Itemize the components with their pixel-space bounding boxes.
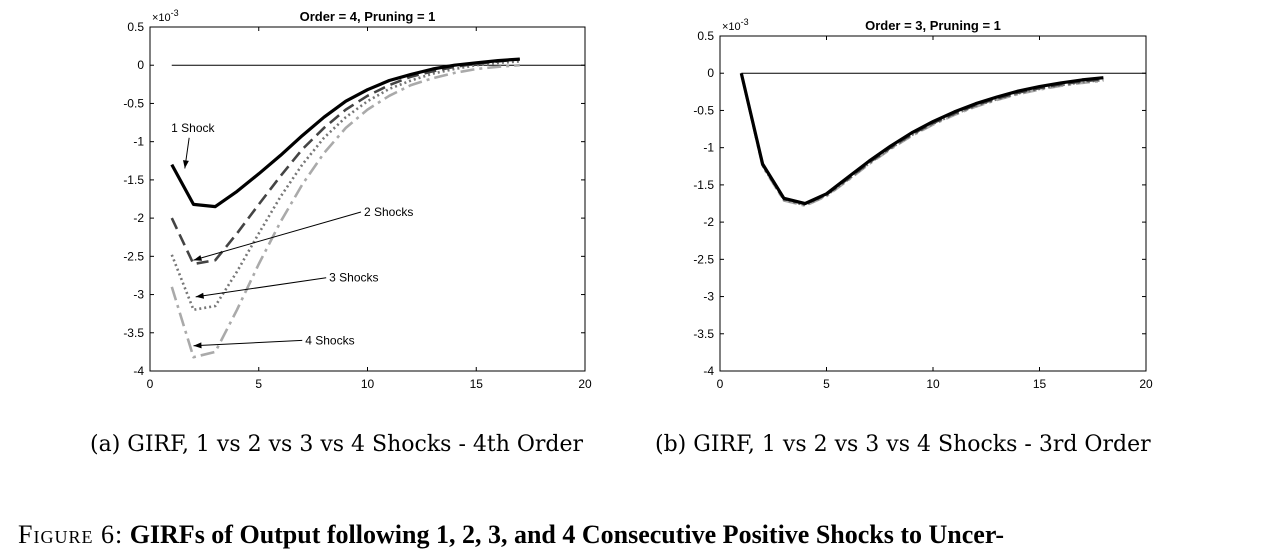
subfigure-caption-a: (a) GIRF, 1 vs 2 vs 3 vs 4 Shocks - 4th …	[90, 432, 584, 457]
chart-a-annotation-arrow	[193, 339, 303, 347]
chart-b-ytick-label: -3	[703, 290, 714, 304]
chart-b-ytick-label: 0.5	[697, 29, 714, 43]
chart-a-ytick-label: -1	[133, 135, 144, 149]
chart-a-annotation-label: 1 Shock	[171, 121, 215, 135]
chart-a-exponent-label: ×10-3	[152, 8, 179, 24]
chart-a-series-line-4	[170, 63, 520, 359]
chart-a-ytick-label: -4	[133, 364, 144, 378]
chart-a-annotation-arrowhead	[183, 160, 189, 169]
chart-b-ytick-label: -2	[703, 215, 714, 229]
chart-a-ytick-label: -3	[133, 288, 144, 302]
chart-b-xtick-label: 5	[823, 377, 830, 391]
chart-a-ytick-label: -2.5	[123, 249, 144, 263]
subfigure-caption-b: (b) GIRF, 1 vs 2 vs 3 vs 4 Shocks - 3rd …	[655, 432, 1151, 457]
chart-a-exponent-power: -3	[171, 8, 179, 18]
chart-b-ytick-label: -0.5	[693, 103, 714, 117]
chart-a-svg: 0.50-0.5-1-1.5-2-2.5-3-3.5-40 5 10 15 20×10-…	[123, 8, 592, 391]
chart-a-xtick-label: 15	[470, 377, 484, 391]
chart-b-exponent-power: -3	[741, 17, 749, 27]
chart-a-ytick-label: -0.5	[123, 96, 144, 110]
chart-a-xtick-label: 20	[578, 377, 592, 391]
chart-a-title: Order = 4, Pruning = 1	[300, 9, 436, 24]
chart-a-annotation-label: 4 Shocks	[305, 333, 354, 347]
chart-a-ytick-label: 0.5	[127, 20, 144, 34]
chart-a-plot-frame	[149, 26, 586, 372]
chart-b-ytick-label: -1	[703, 141, 714, 155]
chart-a-xtick-label: 10	[361, 377, 375, 391]
chart-a-annotation-arrowhead	[193, 255, 202, 261]
chart-b-series-line-1	[739, 72, 1104, 206]
figure-label: Figure 6:	[18, 520, 124, 549]
chart-b-ytick-label: -1.5	[693, 178, 714, 192]
chart-b-ytick-label: 0	[707, 66, 714, 80]
chart-b-xtick-label: 20	[1139, 377, 1153, 391]
chart-a-annotation-label: 2 Shocks	[364, 205, 413, 219]
chart-a-ytick-label: -3.5	[123, 326, 144, 340]
chart-a-annotation-arrowhead	[193, 342, 202, 349]
chart-b-exponent-label: ×10-3	[722, 17, 749, 33]
chart-b-xtick-label: 10	[926, 377, 940, 391]
chart-b-xtick-label: 15	[1033, 377, 1047, 391]
chart-panel-a: 0.5 0 -0.5 -1 -1.5 -2 -2.5 -3 -3.5 -4 0 5 10 15 20 ×10-…	[90, 0, 610, 400]
chart-a-ytick-label: -2	[133, 211, 144, 225]
figure-caption: Figure 6: GIRFs of Output following 1, 2…	[18, 520, 1268, 550]
chart-panel-b: 0.5 0 -0.5 -1 -1.5 -2 -2.5 -3 -3.5 -4 0 5 10 15 20 ×10-…	[660, 0, 1180, 400]
figure-caption-text: GIRFs of Output following 1, 2, 3, and 4…	[129, 520, 1005, 549]
chart-b-ytick-label: -3.5	[693, 327, 714, 341]
chart-b-xtick-label: 0	[717, 377, 724, 391]
chart-b-ytick-label: -2.5	[693, 252, 714, 266]
chart-a-annotation-arrow	[193, 211, 362, 261]
chart-a-xtick-label: 5	[255, 377, 262, 391]
chart-a-ytick-label: -1.5	[123, 173, 144, 187]
chart-a-annotation-arrow	[195, 277, 327, 298]
chart-a-annotation-label: 3 Shocks	[329, 271, 378, 285]
chart-a-ytick-label: 0	[137, 58, 144, 72]
chart-b-svg: 0.50-0.5-1-1.5-2-2.5-3-3.5-40 5 10 15 20×10-…	[693, 17, 1153, 391]
chart-a-annotation-arrowhead	[195, 292, 204, 299]
chart-b-title: Order = 3, Pruning = 1	[865, 18, 1001, 33]
chart-a-series-line-1	[170, 57, 520, 209]
chart-a-xtick-label: 0	[147, 377, 154, 391]
chart-b-plot-frame	[719, 35, 1147, 372]
chart-b-ytick-label: -4	[703, 364, 714, 378]
chart-a-series-line-3	[170, 60, 520, 312]
